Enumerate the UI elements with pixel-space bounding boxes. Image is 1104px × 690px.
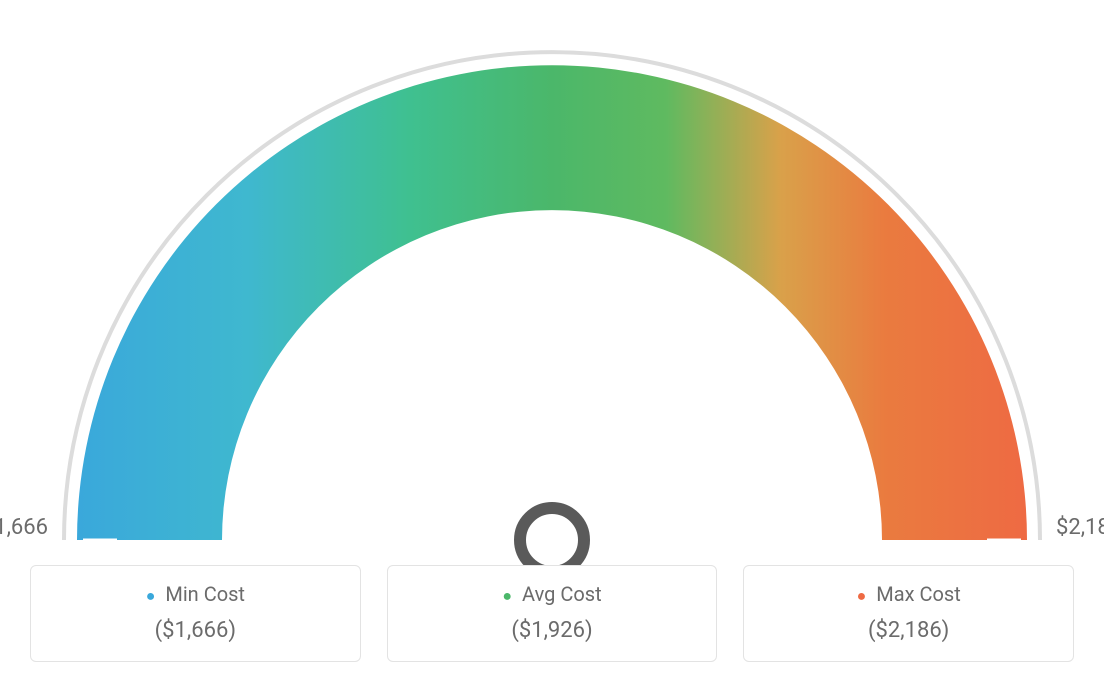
gauge-tick-label: $1,666 [0, 515, 48, 540]
gauge-chart-container: $1,666$1,731$1,796$1,926$2,013$2,100$2,1… [0, 0, 1104, 690]
legend-title-min: Min Cost [49, 582, 342, 606]
gauge-tick-label: $2,186 [1056, 515, 1104, 540]
gauge-svg: $1,666$1,731$1,796$1,926$2,013$2,100$2,1… [0, 10, 1104, 580]
legend-value-min: ($1,666) [49, 618, 342, 643]
legend-card-avg: Avg Cost ($1,926) [387, 565, 718, 662]
legend-row: Min Cost ($1,666) Avg Cost ($1,926) Max … [30, 565, 1074, 662]
legend-value-max: ($2,186) [762, 618, 1055, 643]
gauge-area: $1,666$1,731$1,796$1,926$2,013$2,100$2,1… [0, 10, 1104, 570]
legend-title-avg: Avg Cost [406, 582, 699, 606]
legend-card-max: Max Cost ($2,186) [743, 565, 1074, 662]
legend-title-max: Max Cost [762, 582, 1055, 606]
legend-card-min: Min Cost ($1,666) [30, 565, 361, 662]
legend-value-avg: ($1,926) [406, 618, 699, 643]
